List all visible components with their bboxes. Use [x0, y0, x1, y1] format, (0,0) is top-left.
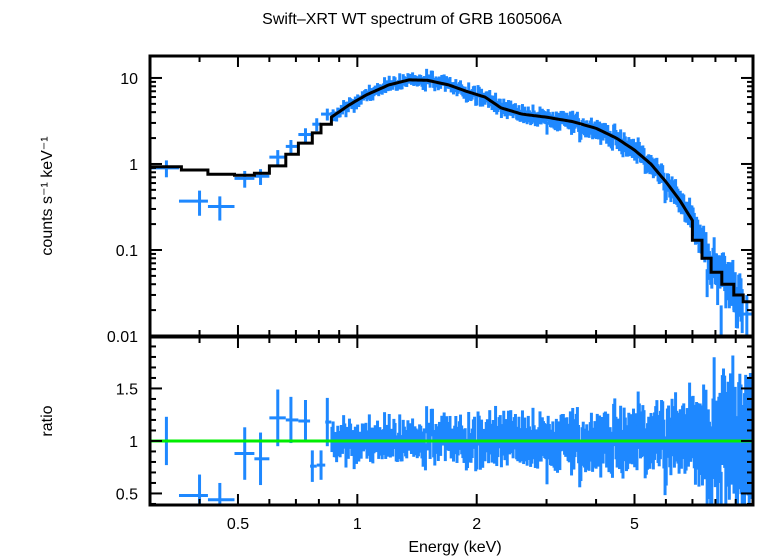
ratio-data-point: [545, 449, 549, 485]
spectrum-data-point: [298, 128, 313, 143]
ratio-data-point: [325, 397, 332, 447]
y-tick-label: 1: [129, 434, 138, 451]
spectrum-data-point: [475, 94, 479, 106]
x-tick-label: 0.5: [227, 516, 249, 533]
spectrum-data-point: [234, 170, 255, 188]
spectrum-y-label: counts s⁻¹ keV⁻¹: [39, 136, 56, 255]
ratio-data-point: [423, 443, 427, 471]
spectrum-data-series: [150, 68, 753, 336]
spectrum-data-point: [321, 108, 332, 121]
ratio-panel: 0.5 1 1.5 0.5 1 2 5 ratio: [39, 335, 755, 533]
ratio-y-label: ratio: [39, 405, 56, 436]
ratio-data-point: [719, 471, 723, 507]
spectrum-x-ticks: [149, 56, 737, 336]
y-tick-label: 1: [129, 157, 138, 174]
spectrum-data-point: [178, 190, 208, 216]
x-tick-label: 1: [353, 516, 362, 533]
ratio-data-point: [367, 414, 371, 440]
spectrum-y-ticks: 0.01 0.1 1 10: [107, 71, 753, 346]
ratio-data-point: [316, 450, 326, 480]
chart-title: Swift–XRT WT spectrum of GRB 160506A: [262, 11, 562, 28]
ratio-data-point: [207, 482, 235, 505]
spectrum-data-point: [705, 269, 709, 298]
x-axis-label: Energy (keV): [408, 539, 501, 556]
spectrum-data-point: [423, 81, 427, 92]
ratio-panel-frame: [148, 335, 755, 507]
ratio-data-point: [718, 392, 722, 481]
x-tick-label: 2: [472, 516, 481, 533]
y-tick-label: 1.5: [116, 381, 138, 398]
ratio-data-point: [298, 400, 311, 442]
ratio-data-point: [704, 389, 708, 464]
ratio-data-point: [494, 405, 498, 437]
ratio-x-ticks: 0.5 1 2 5: [149, 337, 737, 533]
ratio-data-point: [310, 450, 317, 482]
spectrum-panel-frame: [148, 54, 755, 338]
spectrum-data-point: [704, 232, 708, 260]
ratio-data-point: [178, 474, 208, 505]
spectrum-model-series: [150, 78, 753, 304]
y-tick-label: 0.01: [107, 329, 138, 346]
ratio-data-point: [466, 438, 470, 469]
spectrum-data-point: [719, 305, 723, 336]
spectrum-data-point: [269, 150, 286, 166]
spectrum-data-point: [207, 196, 235, 221]
spectrum-data-point: [285, 139, 299, 155]
y-tick-label: 0.1: [116, 243, 138, 260]
ratio-data-point: [492, 432, 496, 464]
ratio-data-point: [475, 439, 479, 470]
ratio-y-ticks: 0.5 1 1.5: [116, 345, 753, 505]
spectrum-data-point: [254, 169, 270, 185]
spectrum-data-point: [545, 122, 549, 135]
ratio-data-point: [234, 427, 255, 480]
ratio-data-point: [269, 389, 286, 447]
ratio-data-series: [150, 355, 754, 507]
spectrum-panel: 0.01 0.1 1 10 counts s⁻¹ keV⁻¹: [39, 54, 755, 346]
spectrum-data-point: [466, 91, 470, 103]
spectrum-data-point: [494, 92, 498, 104]
y-tick-label: 10: [120, 71, 138, 88]
y-tick-label: 0.5: [116, 486, 138, 503]
ratio-data-point: [285, 396, 299, 444]
x-tick-label: 5: [630, 516, 639, 533]
model-line: [150, 78, 753, 304]
